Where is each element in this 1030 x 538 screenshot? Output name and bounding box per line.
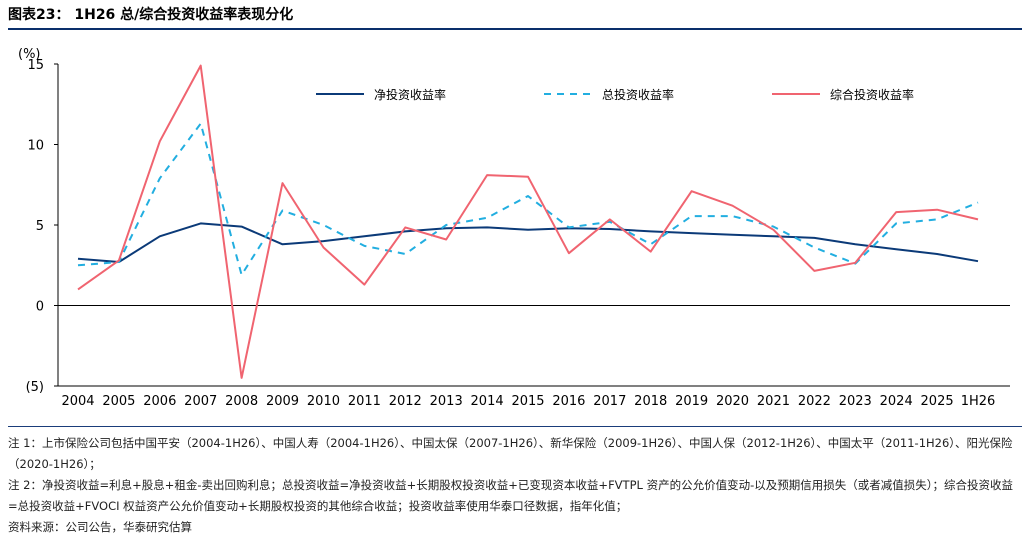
x-tick-label: 2007 bbox=[184, 394, 217, 409]
x-tick-label: 2025 bbox=[921, 394, 954, 409]
y-tick-label: (5) bbox=[26, 380, 44, 395]
y-tick-label: 5 bbox=[36, 219, 44, 234]
series-line-3 bbox=[77, 64, 979, 379]
y-tick-label: 0 bbox=[36, 300, 44, 315]
x-tick-label: 2023 bbox=[839, 394, 872, 409]
y-tick-label: 10 bbox=[27, 139, 44, 154]
x-tick-label: 2024 bbox=[880, 394, 913, 409]
note-1: 注 1：上市保险公司包括中国平安（2004-1H26）、中国人寿（2004-1H… bbox=[8, 436, 1013, 471]
x-tick-label: 2010 bbox=[307, 394, 340, 409]
x-tick-label: 2008 bbox=[225, 394, 258, 409]
x-tick-label: 2013 bbox=[430, 394, 463, 409]
y-tick-label: 15 bbox=[27, 58, 44, 73]
x-tick-label: 2015 bbox=[511, 394, 544, 409]
x-tick-label: 2004 bbox=[61, 394, 94, 409]
chart-notes: 注 1：上市保险公司包括中国平安（2004-1H26）、中国人寿（2004-1H… bbox=[8, 426, 1022, 538]
line-chart: (%) (5) 0 5 10 15 2004 2005 2006 2007 2008 2009 201… bbox=[18, 47, 1010, 409]
series-line-2 bbox=[77, 122, 979, 276]
x-tick-label: 1H26 bbox=[961, 394, 996, 409]
x-tick-label: 2005 bbox=[102, 394, 135, 409]
chart-title: 图表23： 1H26 总/综合投资收益率表现分化 bbox=[8, 4, 1022, 30]
y-axis-unit-label: (%) bbox=[18, 47, 41, 62]
x-tick-label: 2020 bbox=[716, 394, 749, 409]
x-tick-label: 2016 bbox=[552, 394, 585, 409]
chart-legend: 净投资收益率 总投资收益率 综合投资收益率 bbox=[316, 87, 914, 102]
x-tick-label: 2022 bbox=[798, 394, 831, 409]
x-tick-label: 2009 bbox=[266, 394, 299, 409]
x-tick-label: 2017 bbox=[593, 394, 626, 409]
x-tick-label: 2021 bbox=[757, 394, 790, 409]
x-tick-label: 2011 bbox=[348, 394, 381, 409]
note-2: 注 2：净投资收益=利息+股息+租金-卖出回购利息；总投资收益=净投资收益+长期… bbox=[8, 478, 1013, 513]
x-tick-label: 2006 bbox=[143, 394, 176, 409]
x-tick-label: 2019 bbox=[675, 394, 708, 409]
legend-label-3: 综合投资收益率 bbox=[830, 87, 914, 102]
x-tick-label: 2018 bbox=[634, 394, 667, 409]
source-note: 资料来源：公司公告，华泰研究估算 bbox=[8, 520, 192, 534]
legend-label-2: 总投资收益率 bbox=[602, 87, 674, 102]
series-line-1 bbox=[77, 222, 979, 263]
x-tick-label: 2014 bbox=[471, 394, 504, 409]
legend-label-1: 净投资收益率 bbox=[374, 87, 446, 102]
x-tick-label: 2012 bbox=[389, 394, 422, 409]
